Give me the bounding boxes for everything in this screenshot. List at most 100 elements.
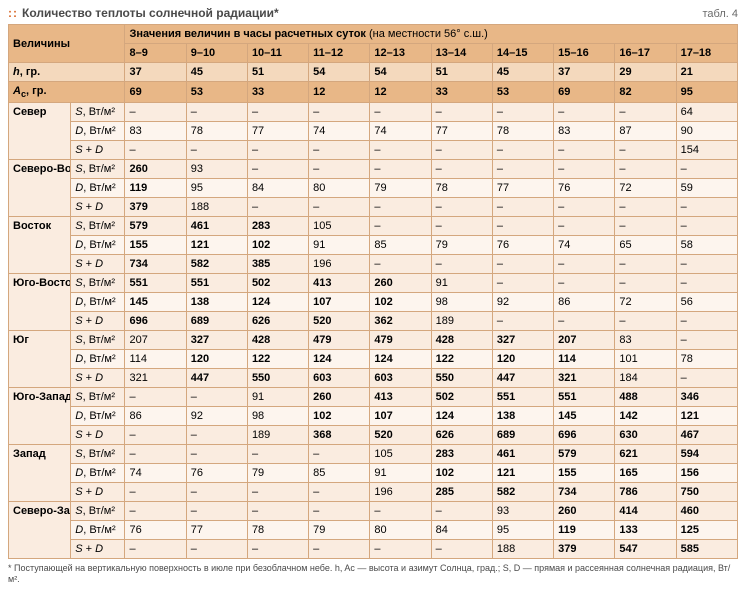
- cell: –: [125, 103, 186, 122]
- cell: 502: [247, 274, 308, 293]
- table-row: D, Вт/м²869298102107124138145142121: [9, 407, 738, 426]
- cell: 786: [615, 483, 676, 502]
- cell: 77: [247, 122, 308, 141]
- cell: 479: [370, 331, 431, 350]
- cell: –: [492, 160, 553, 179]
- cell: 119: [554, 521, 615, 540]
- cell: –: [492, 217, 553, 236]
- cell: –: [370, 160, 431, 179]
- param-label-D: D, Вт/м²: [71, 464, 125, 483]
- cell: 105: [370, 445, 431, 464]
- cell: –: [615, 141, 676, 160]
- cell: 142: [615, 407, 676, 426]
- cell: 107: [309, 293, 370, 312]
- cell: –: [492, 198, 553, 217]
- cell: –: [186, 540, 247, 559]
- cell: 83: [554, 122, 615, 141]
- cell: 76: [492, 236, 553, 255]
- header-h-1: 45: [186, 63, 247, 82]
- cell: –: [309, 198, 370, 217]
- param-label-SD: S + D: [71, 312, 125, 331]
- cell: 91: [309, 236, 370, 255]
- cell: 579: [125, 217, 186, 236]
- header-a-9: 95: [676, 82, 737, 103]
- header-a-label: Aс, гр.: [9, 82, 125, 103]
- cell: –: [431, 502, 492, 521]
- cell: –: [431, 141, 492, 160]
- cell: 114: [554, 350, 615, 369]
- cell: 362: [370, 312, 431, 331]
- cell: 121: [676, 407, 737, 426]
- cell: 520: [309, 312, 370, 331]
- table-row: D, Вт/м²7476798591102121155165156: [9, 464, 738, 483]
- section-5: Юго-Запад: [9, 388, 71, 445]
- cell: –: [186, 445, 247, 464]
- cell: 428: [431, 331, 492, 350]
- cell: –: [186, 103, 247, 122]
- cell: –: [247, 540, 308, 559]
- cell: –: [431, 540, 492, 559]
- cell: 138: [492, 407, 553, 426]
- cell: –: [431, 198, 492, 217]
- cell: 114: [125, 350, 186, 369]
- cell: –: [676, 217, 737, 236]
- param-label-S: S, Вт/м²: [71, 160, 125, 179]
- cell: 327: [492, 331, 553, 350]
- table-row: S + D––––196285582734786750: [9, 483, 738, 502]
- header-time-7: 15–16: [554, 44, 615, 63]
- section-3: Юго-Восток: [9, 274, 71, 331]
- cell: 696: [554, 426, 615, 445]
- cell: –: [309, 502, 370, 521]
- cell: 79: [370, 179, 431, 198]
- cell: 551: [554, 388, 615, 407]
- cell: 91: [247, 388, 308, 407]
- param-label-SD: S + D: [71, 540, 125, 559]
- cell: –: [247, 141, 308, 160]
- param-label-S: S, Вт/м²: [71, 217, 125, 236]
- cell: 102: [247, 236, 308, 255]
- param-label-D: D, Вт/м²: [71, 236, 125, 255]
- cell: 689: [492, 426, 553, 445]
- table-row: D, Вт/м²83787774747778838790: [9, 122, 738, 141]
- header-time-9: 17–18: [676, 44, 737, 63]
- cell: 696: [125, 312, 186, 331]
- cell: 74: [370, 122, 431, 141]
- cell: –: [676, 198, 737, 217]
- table-row: S + D––189368520626689696630467: [9, 426, 738, 445]
- header-a-5: 33: [431, 82, 492, 103]
- cell: 603: [309, 369, 370, 388]
- cell: 78: [492, 122, 553, 141]
- cell: –: [615, 255, 676, 274]
- section-6: Запад: [9, 445, 71, 502]
- param-label-SD: S + D: [71, 483, 125, 502]
- cell: –: [492, 103, 553, 122]
- cell: 124: [247, 293, 308, 312]
- cell: 551: [186, 274, 247, 293]
- table-body: СеверS, Вт/м²–––––––––64D, Вт/м²83787774…: [9, 103, 738, 559]
- cell: 327: [186, 331, 247, 350]
- cell: 107: [370, 407, 431, 426]
- header-time-2: 10–11: [247, 44, 308, 63]
- cell: –: [554, 255, 615, 274]
- table-row: S + D––––––188379547585: [9, 540, 738, 559]
- cell: 145: [125, 293, 186, 312]
- cell: –: [431, 103, 492, 122]
- header-a-7: 69: [554, 82, 615, 103]
- header-quantities: Величины: [9, 25, 125, 63]
- cell: –: [554, 217, 615, 236]
- cell: 91: [431, 274, 492, 293]
- table-title: ::Количество теплоты солнечной радиации*: [8, 6, 279, 20]
- header-a-3: 12: [309, 82, 370, 103]
- cell: 734: [554, 483, 615, 502]
- table-row: S + D379188––––––––: [9, 198, 738, 217]
- cell: –: [676, 331, 737, 350]
- cell: 461: [492, 445, 553, 464]
- header-h-8: 29: [615, 63, 676, 82]
- cell: 582: [492, 483, 553, 502]
- cell: –: [615, 217, 676, 236]
- cell: 85: [370, 236, 431, 255]
- cell: 76: [554, 179, 615, 198]
- cell: –: [676, 255, 737, 274]
- table-row: Юго-ВостокS, Вт/м²55155150241326091––––: [9, 274, 738, 293]
- table-row: D, Вт/м²11412012212412412212011410178: [9, 350, 738, 369]
